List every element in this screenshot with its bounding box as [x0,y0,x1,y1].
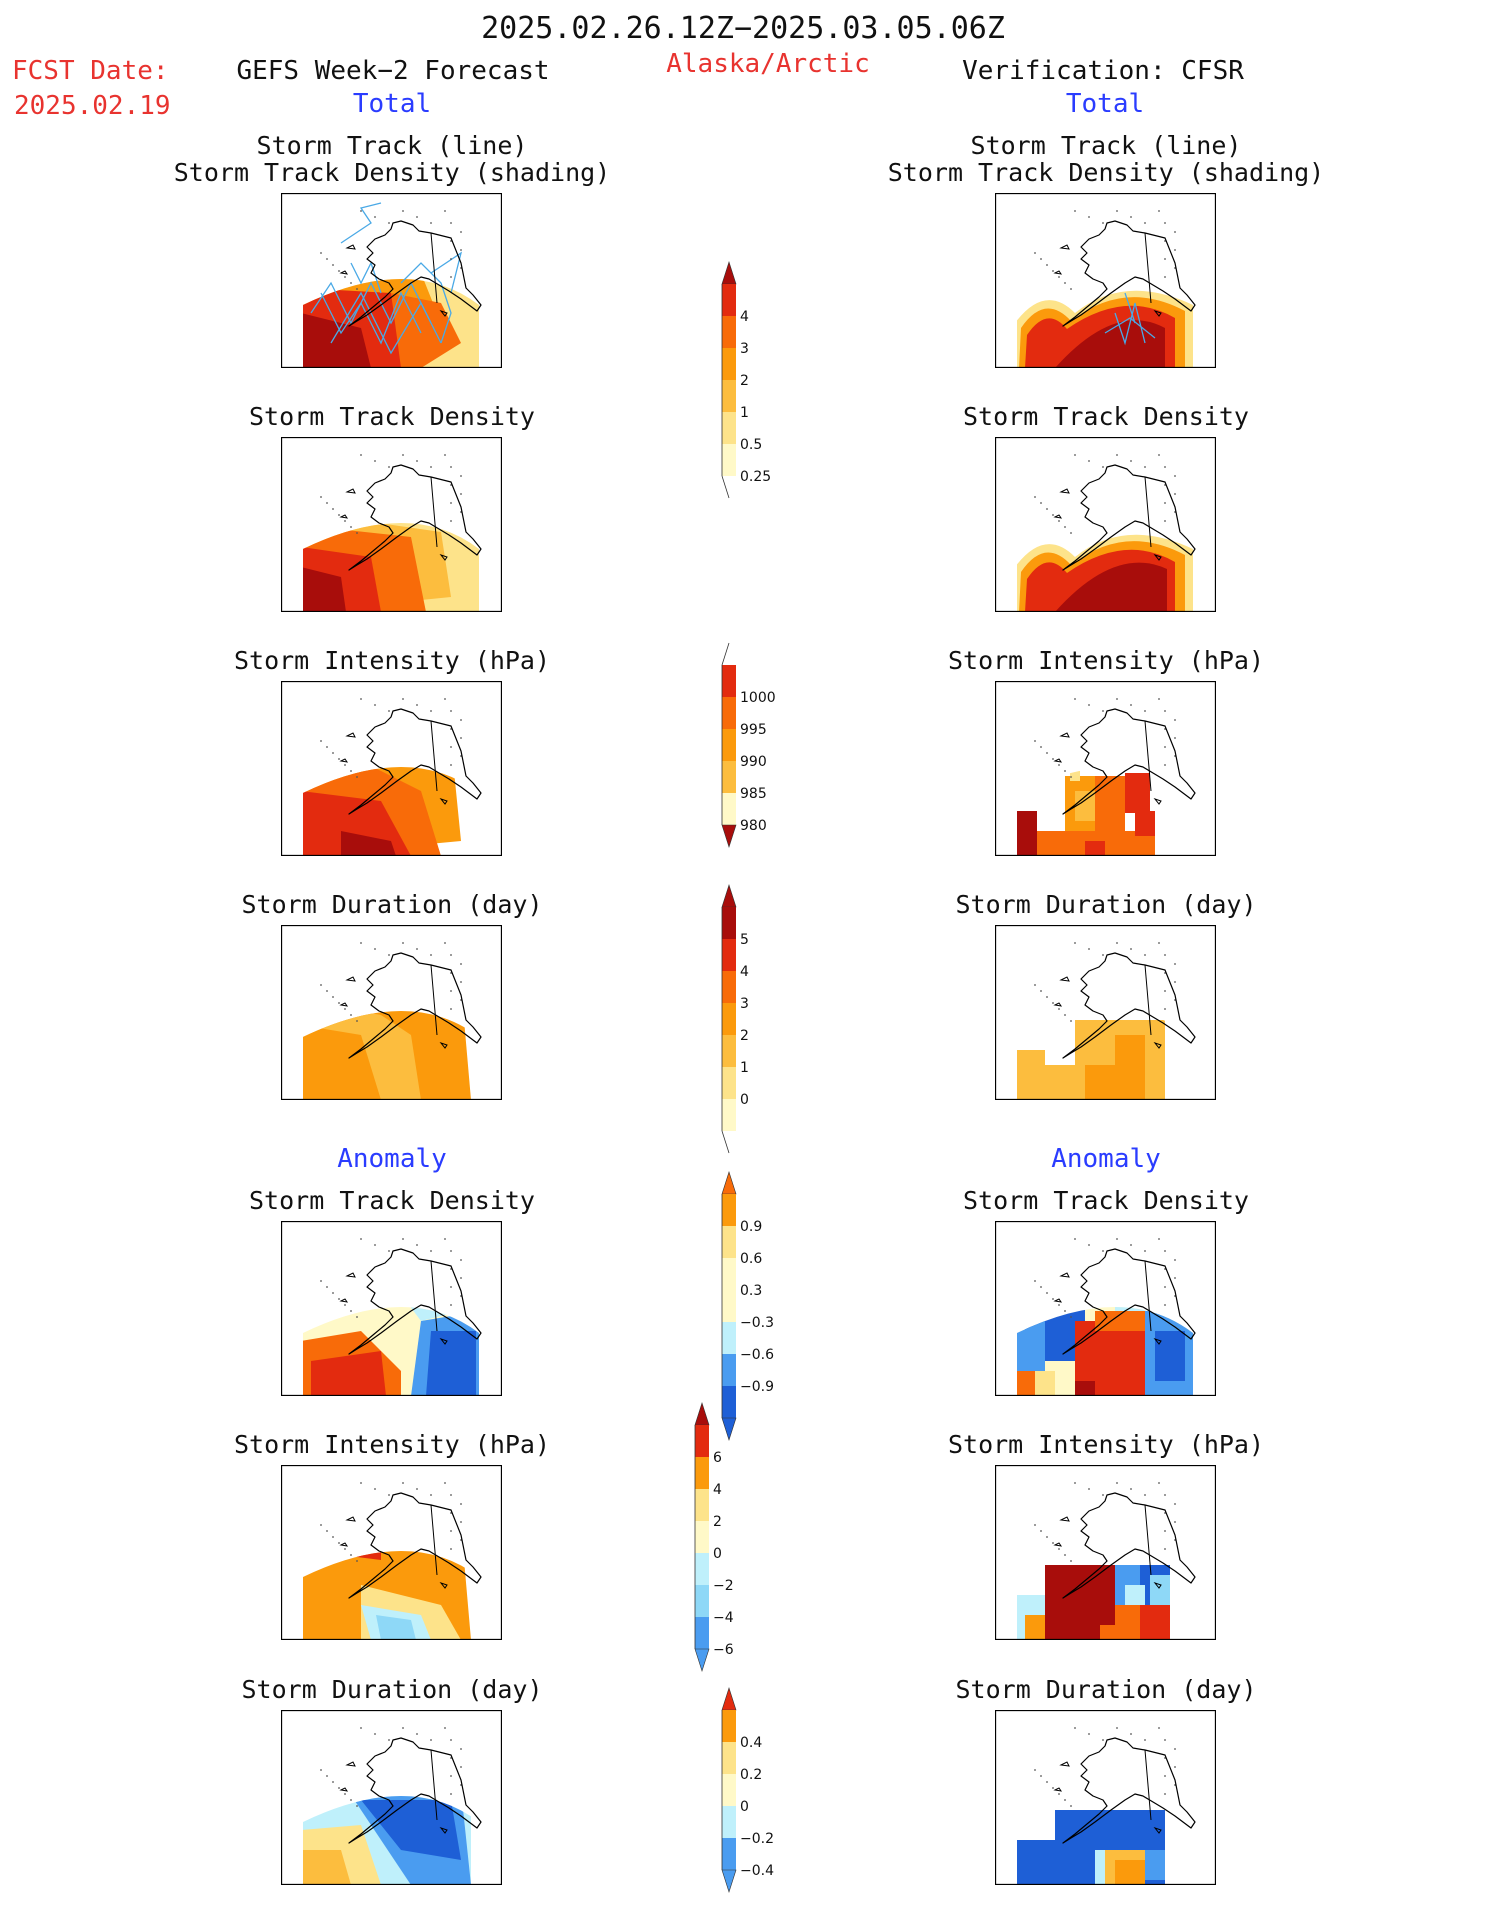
left-storm-track-map [281,193,502,368]
colorbar-tick-label: 0 [740,1799,749,1815]
right-anom-intensity-title: Storm Intensity (hPa) [947,1430,1265,1459]
colorbar-tick-label: 985 [740,786,767,802]
duration-colorbar: 5 4 3 2 1 0 [721,884,749,1154]
colorbar-tick-label: 0.3 [740,1283,762,1299]
colorbar-tick-label: 0 [740,1092,749,1108]
left-intensity-title: Storm Intensity (hPa) [233,646,551,675]
date-range-title: 2025.02.26.12Z−2025.03.05.06Z [481,11,1005,46]
colorbar-tick-label: 1 [740,1060,749,1076]
intensity-colorbar: 1000 995 990 985 980 [721,642,776,848]
left-anom-duration-map [281,1710,502,1885]
anom-intensity-colorbar: 6 4 2 0 −2 −4 −6 [694,1402,734,1672]
left-column-title: GEFS Week−2 Forecast [236,56,550,86]
region-title: Alaska/Arctic [666,49,870,79]
right-track-title-1: Storm Track (line) [970,131,1242,160]
left-duration-title: Storm Duration (day) [241,890,543,919]
right-duration-map [995,925,1216,1100]
colorbar-tick-label: −2 [713,1578,734,1594]
colorbar-tick-label: 0.4 [740,1735,762,1751]
colorbar-tick-label: 995 [740,722,767,738]
right-intensity-map [995,681,1216,856]
right-column-title: Verification: CFSR [962,56,1244,86]
left-density-map [281,437,502,612]
colorbar-tick-label: 1 [740,405,749,421]
colorbar-tick-label: 2 [740,1028,749,1044]
fcst-date-label: FCST Date: [12,56,169,86]
left-track-title-1: Storm Track (line) [256,131,528,160]
colorbar-tick-label: 6 [713,1450,722,1466]
right-anom-duration-title: Storm Duration (day) [955,1675,1257,1704]
left-anom-intensity-title: Storm Intensity (hPa) [233,1430,551,1459]
colorbar-tick-label: 2 [740,373,749,389]
right-density-title: Storm Track Density [963,402,1249,431]
right-anom-density-title: Storm Track Density [963,1186,1249,1215]
colorbar-tick-label: −0.6 [740,1347,774,1363]
anom-density-colorbar: 0.9 0.6 0.3 −0.3 −0.6 −0.9 [721,1171,774,1441]
colorbar-tick-label: −0.4 [740,1863,774,1879]
colorbar-tick-label: 5 [740,932,749,948]
colorbar-tick-label: 990 [740,754,767,770]
left-anom-intensity-map [281,1465,502,1640]
left-duration-map [281,925,502,1100]
left-anom-density-title: Storm Track Density [249,1186,535,1215]
colorbar-tick-label: −0.2 [740,1831,774,1847]
colorbar-tick-label: 4 [713,1482,722,1498]
fcst-date-value: 2025.02.19 [14,91,171,121]
colorbar-tick-label: 4 [740,309,749,325]
right-track-title-2: Storm Track Density (shading) [887,158,1325,187]
right-duration-title: Storm Duration (day) [955,890,1257,919]
colorbar-tick-label: 980 [740,818,767,834]
left-intensity-map [281,681,502,856]
colorbar-tick-label: 0.25 [740,469,771,485]
right-total-label: Total [1065,89,1145,119]
right-density-map [995,437,1216,612]
right-anom-density-map [995,1221,1216,1396]
right-anom-intensity-map [995,1465,1216,1640]
colorbar-tick-label: 0 [713,1546,722,1562]
colorbar-tick-label: 0.2 [740,1767,762,1783]
colorbar-tick-label: 0.6 [740,1251,762,1267]
colorbar-tick-label: −0.9 [740,1379,774,1395]
colorbar-tick-label: −6 [713,1642,734,1658]
colorbar-tick-label: 0.5 [740,437,762,453]
density-colorbar: 4 3 2 1 0.5 0.25 [721,261,771,499]
colorbar-tick-label: 1000 [740,690,776,706]
right-storm-track-map [995,193,1216,368]
colorbar-tick-label: −0.3 [740,1315,774,1331]
right-anomaly-label: Anomaly [1051,1144,1161,1174]
right-intensity-title: Storm Intensity (hPa) [947,646,1265,675]
colorbar-tick-label: 3 [740,341,749,357]
colorbar-tick-label: 0.9 [740,1219,762,1235]
colorbar-tick-label: −4 [713,1610,734,1626]
colorbar-tick-label: 2 [713,1514,722,1530]
colorbar-tick-label: 4 [740,964,749,980]
left-anom-density-map [281,1221,502,1396]
left-track-title-2: Storm Track Density (shading) [173,158,611,187]
anom-duration-colorbar: 0.4 0.2 0 −0.2 −0.4 [721,1687,774,1893]
right-anom-duration-map [995,1710,1216,1885]
left-total-label: Total [352,89,432,119]
left-anom-duration-title: Storm Duration (day) [241,1675,543,1704]
left-density-title: Storm Track Density [249,402,535,431]
left-anomaly-label: Anomaly [337,1144,447,1174]
colorbar-tick-label: 3 [740,996,749,1012]
